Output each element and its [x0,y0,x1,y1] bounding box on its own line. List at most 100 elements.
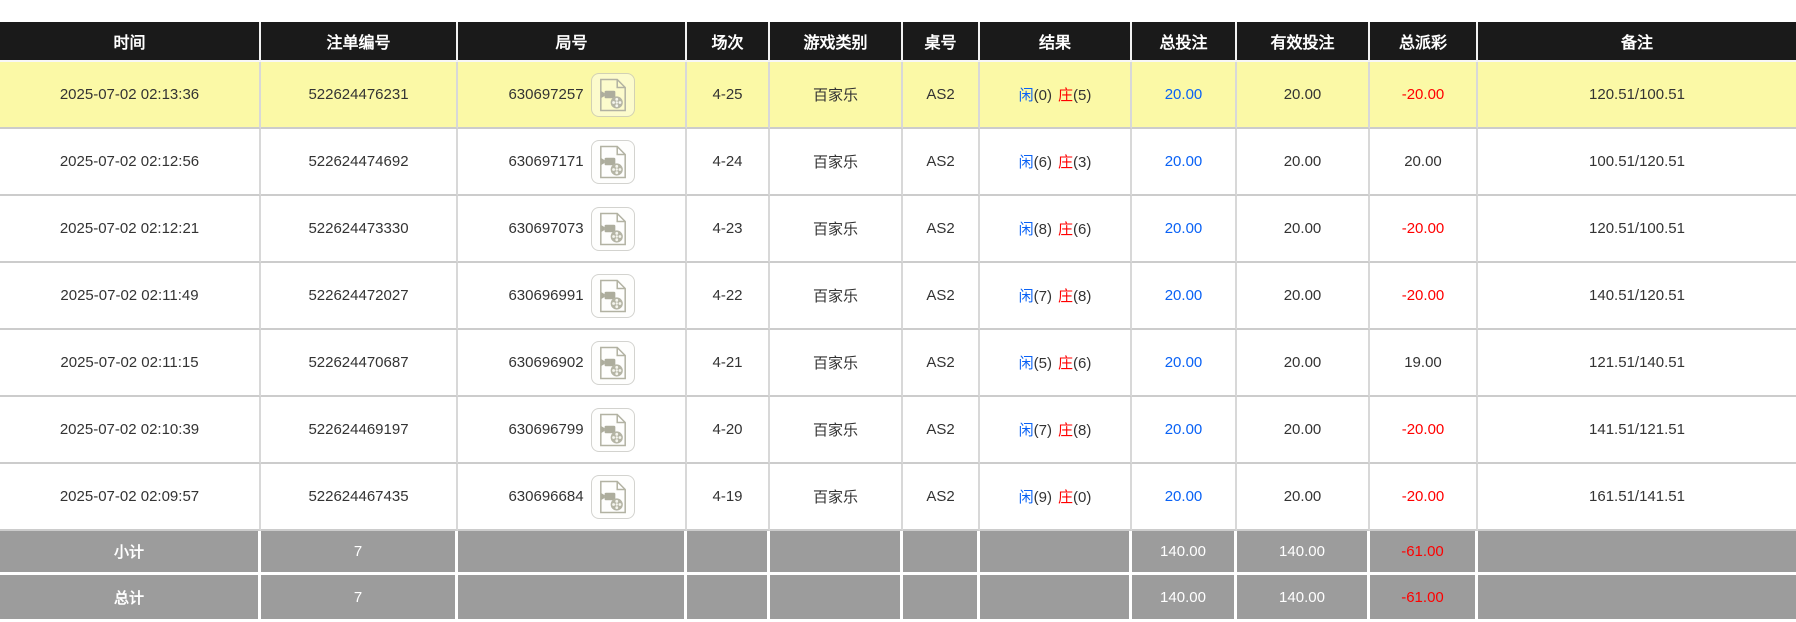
payout-cell: 19.00 [1370,330,1478,397]
payout-value: -20.00 [1401,421,1445,438]
subtotal-label: 小计 [0,531,261,575]
payout-value: 19.00 [1404,354,1442,371]
player-score: (7) [1033,422,1052,439]
subtotal-count: 7 [261,531,458,575]
table-number-cell: AS2 [903,330,980,397]
table-number-cell: AS2 [903,464,980,531]
valid-bet-cell: 20.00 [1237,129,1370,196]
session-cell: 4-25 [687,62,770,129]
remark-cell: 100.51/120.51 [1478,129,1796,196]
video-file-icon [599,78,626,111]
payout-value: 20.00 [1404,153,1442,170]
game-number-cell: 630697073 [458,196,687,263]
time-cell: 2025-07-02 02:09:57 [0,464,261,531]
game-type-cell: 百家乐 [770,397,903,464]
result-cell: 闲(0) 庄(5) [980,62,1132,129]
time-cell: 2025-07-02 02:13:36 [0,62,261,129]
payout-cell: -20.00 [1370,263,1478,330]
bet-records-table: 时间 注单编号 局号 场次 游戏类别 桌号 结果 总投注 有效投注 总派彩 备注… [0,22,1796,619]
subtotal-empty-game-no [458,531,687,575]
table-row[interactable]: 2025-07-02 02:12:56 522624474692 6306971… [0,129,1796,196]
table-row[interactable]: 2025-07-02 02:09:57 522624467435 6306966… [0,464,1796,531]
table-row[interactable]: 2025-07-02 02:11:49 522624472027 6306969… [0,263,1796,330]
header-row: 时间 注单编号 局号 场次 游戏类别 桌号 结果 总投注 有效投注 总派彩 备注 [0,22,1796,62]
table-row[interactable]: 2025-07-02 02:10:39 522624469197 6306967… [0,397,1796,464]
result-cell: 闲(8) 庄(6) [980,196,1132,263]
table-row[interactable]: 2025-07-02 02:13:36 522624476231 6306972… [0,62,1796,129]
game-number-cell: 630696902 [458,330,687,397]
banker-score: (0) [1073,489,1092,506]
time-cell: 2025-07-02 02:11:15 [0,330,261,397]
video-file-icon [599,145,626,178]
player-result-label: 闲 [1018,154,1034,171]
order-number-cell: 522624470687 [261,330,458,397]
video-replay-button[interactable] [590,206,635,251]
subtotal-row: 小计 7 140.00 140.00 -61.00 [0,531,1796,575]
total-bet-link[interactable]: 20.00 [1164,153,1203,170]
col-header-payout: 总派彩 [1370,22,1478,62]
game-number-cell: 630696684 [458,464,687,531]
subtotal-empty-remark [1478,531,1796,575]
subtotal-empty-session [687,531,770,575]
total-empty-table-no [903,575,980,619]
result-cell: 闲(7) 庄(8) [980,397,1132,464]
game-type-cell: 百家乐 [770,196,903,263]
remark-cell: 121.51/140.51 [1478,330,1796,397]
table-number-cell: AS2 [903,196,980,263]
col-header-total-bet: 总投注 [1132,22,1237,62]
game-number-cell: 630696799 [458,397,687,464]
payout-value: -20.00 [1401,220,1445,237]
video-replay-button[interactable] [590,273,635,318]
total-bet-link[interactable]: 20.00 [1164,220,1203,237]
game-number-cell: 630697171 [458,129,687,196]
order-number-cell: 522624473330 [261,196,458,263]
table-number-cell: AS2 [903,397,980,464]
banker-score: (3) [1073,154,1092,171]
table-row[interactable]: 2025-07-02 02:11:15 522624470687 6306969… [0,330,1796,397]
total-bet-link[interactable]: 20.00 [1164,421,1203,438]
remark-cell: 120.51/100.51 [1478,196,1796,263]
total-bet-link[interactable]: 20.00 [1164,86,1203,103]
payout-value: -20.00 [1401,86,1445,103]
banker-result-label: 庄 [1058,154,1074,171]
total-bet-cell: 20.00 [1132,397,1237,464]
order-number-cell: 522624474692 [261,129,458,196]
game-number: 630696799 [508,421,584,438]
player-score: (0) [1033,87,1052,104]
banker-result-label: 庄 [1058,288,1074,305]
total-bet-link[interactable]: 20.00 [1164,488,1203,505]
video-replay-button[interactable] [590,72,635,117]
time-cell: 2025-07-02 02:12:56 [0,129,261,196]
col-header-result: 结果 [980,22,1132,62]
video-file-icon [599,413,626,446]
total-empty-remark [1478,575,1796,619]
session-cell: 4-23 [687,196,770,263]
video-file-icon [599,346,626,379]
result-cell: 闲(5) 庄(6) [980,330,1132,397]
player-score: (7) [1033,288,1052,305]
table-row[interactable]: 2025-07-02 02:12:21 522624473330 6306970… [0,196,1796,263]
total-bet-link[interactable]: 20.00 [1164,287,1203,304]
col-header-session: 场次 [687,22,770,62]
game-number: 630697171 [508,153,584,170]
total-valid-bet: 140.00 [1237,575,1370,619]
subtotal-valid-bet: 140.00 [1237,531,1370,575]
video-replay-button[interactable] [590,139,635,184]
table-number-cell: AS2 [903,62,980,129]
time-cell: 2025-07-02 02:12:21 [0,196,261,263]
video-replay-button[interactable] [590,407,635,452]
video-replay-button[interactable] [590,340,635,385]
banker-result-label: 庄 [1058,355,1074,372]
payout-cell: 20.00 [1370,129,1478,196]
result-cell: 闲(7) 庄(8) [980,263,1132,330]
total-bet-link[interactable]: 20.00 [1164,354,1203,371]
player-result-label: 闲 [1018,422,1034,439]
session-cell: 4-19 [687,464,770,531]
total-bet-cell: 20.00 [1132,129,1237,196]
result-cell: 闲(6) 庄(3) [980,129,1132,196]
subtotal-payout: -61.00 [1401,543,1444,560]
video-replay-button[interactable] [590,474,635,519]
banker-score: (5) [1073,87,1092,104]
player-result-label: 闲 [1018,87,1034,104]
